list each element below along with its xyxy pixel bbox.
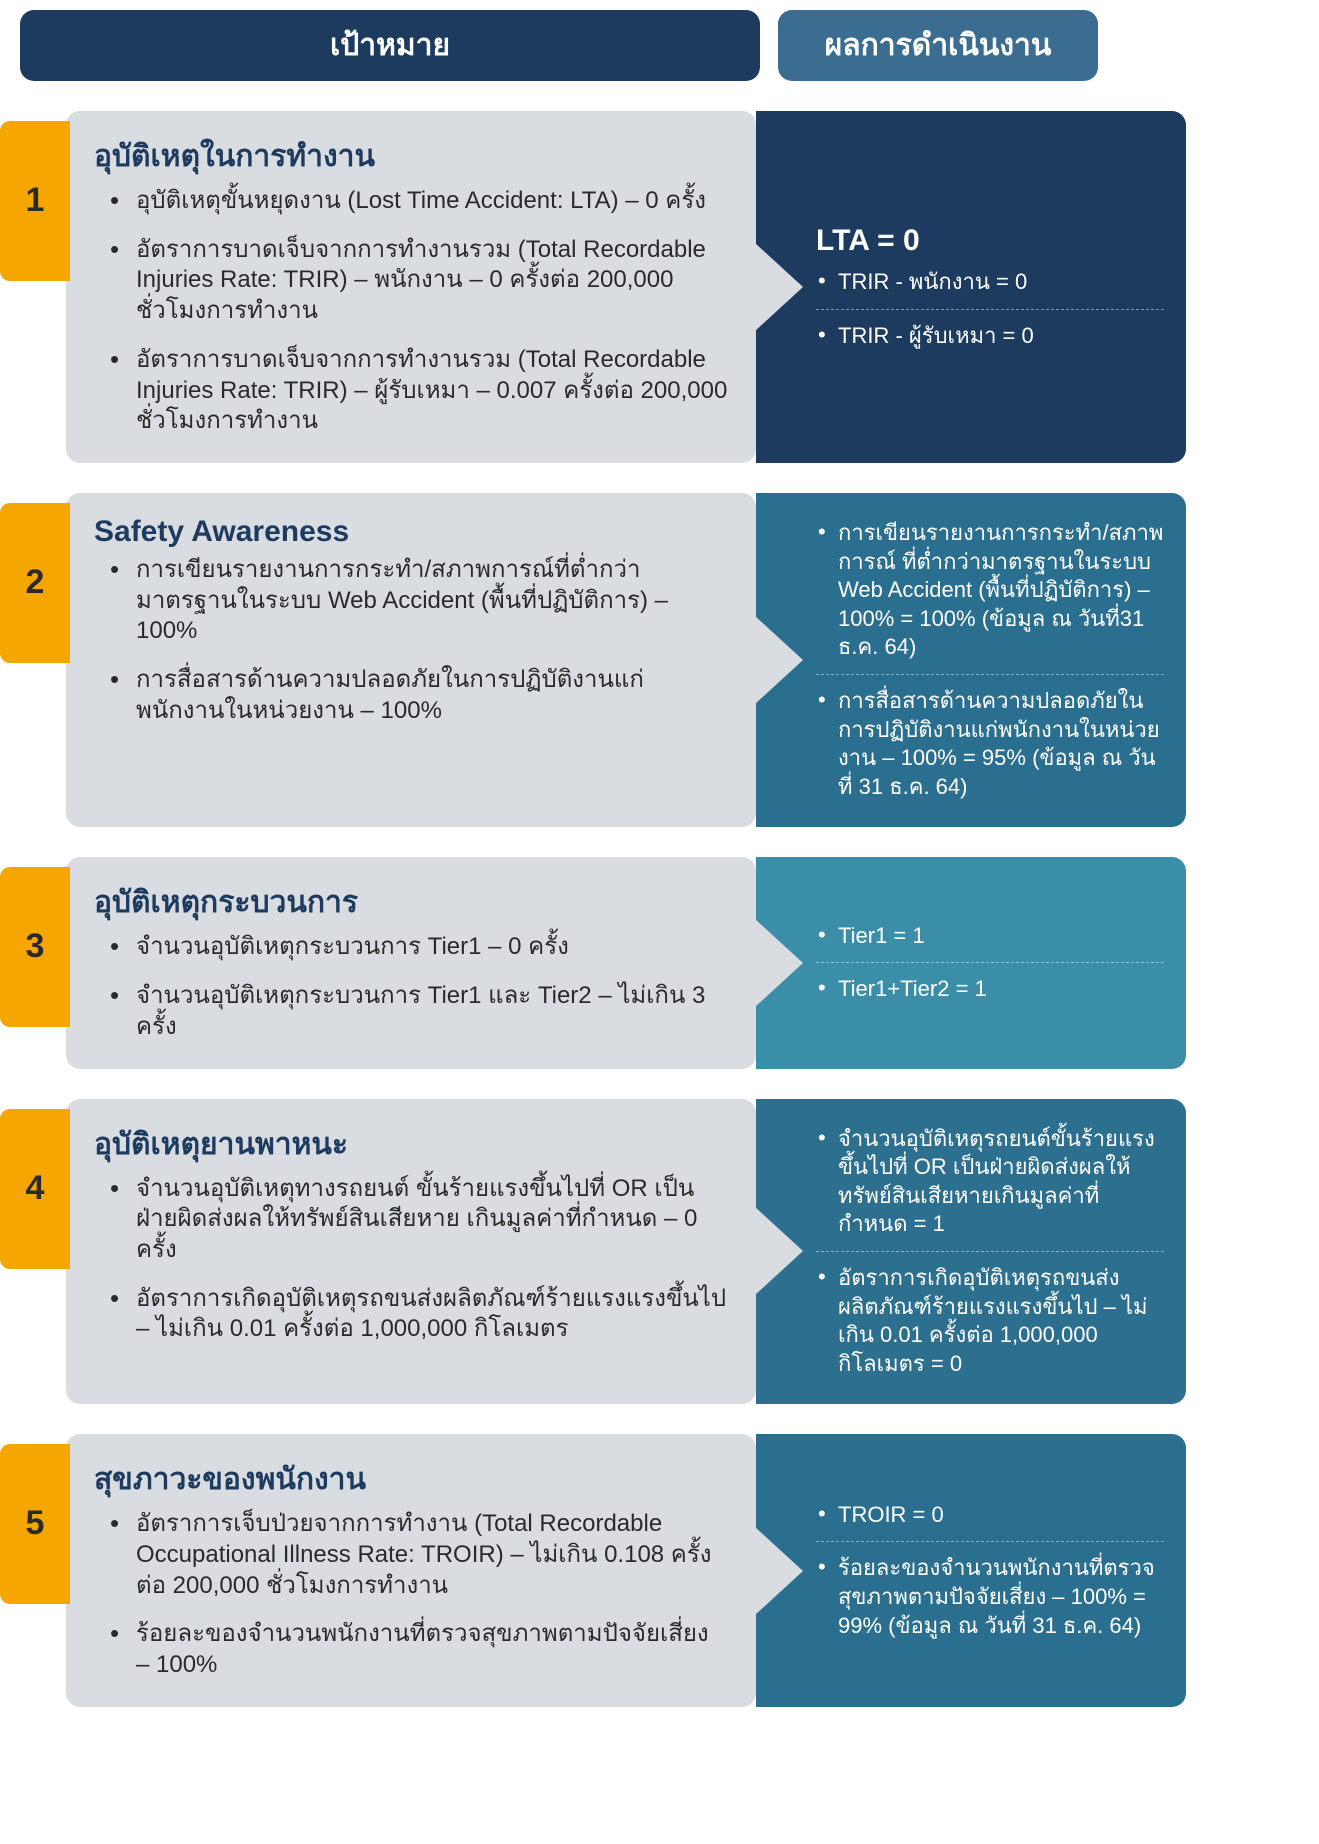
target-title-3: อุบัติเหตุกระบวนการ — [94, 879, 728, 926]
target-item: จำนวนอุบัติเหตุกระบวนการ Tier1 – 0 ครั้ง — [94, 932, 728, 963]
target-title-5: สุขภาวะของพนักงาน — [94, 1456, 728, 1503]
target-item: อัตราการบาดเจ็บจากการทำงานรวม (Total Rec… — [94, 345, 728, 437]
row-badge-2: 2 — [0, 503, 70, 663]
target-panel-1: อุบัติเหตุในการทำงาน อุบัติเหตุขั้นหยุดง… — [66, 111, 756, 463]
target-item: อัตราการเจ็บป่วยจากการทำงาน (Total Recor… — [94, 1509, 728, 1601]
target-title-1: อุบัติเหตุในการทำงาน — [94, 133, 728, 180]
arrow-notch-icon — [755, 243, 803, 331]
target-panel-3: อุบัติเหตุกระบวนการ จำนวนอุบัติเหตุกระบว… — [66, 857, 756, 1068]
result-item: TRIR - พนักงาน = 0 — [816, 268, 1164, 310]
result-item: ร้อยละของจำนวนพนักงานที่ตรวจสุขภาพตามปัจ… — [816, 1554, 1164, 1640]
result-panel-1: LTA = 0 TRIR - พนักงาน = 0 TRIR - ผู้รับ… — [756, 111, 1186, 463]
result-panel-5: TROIR = 0 ร้อยละของจำนวนพนักงานที่ตรวจสุ… — [756, 1434, 1186, 1707]
target-title-2: Safety Awareness — [94, 515, 728, 549]
row-2: 2 Safety Awareness การเขียนรายงานการกระท… — [0, 493, 1299, 827]
target-panel-4: อุบัติเหตุยานพาหนะ จำนวนอุบัติเหตุทางรถย… — [66, 1099, 756, 1405]
row-1: 1 อุบัติเหตุในการทำงาน อุบัติเหตุขั้นหยุ… — [0, 111, 1299, 463]
arrow-notch-icon — [755, 1207, 803, 1295]
result-item: Tier1 = 1 — [816, 922, 1164, 964]
target-title-4: อุบัติเหตุยานพาหนะ — [94, 1121, 728, 1168]
result-list-5: TROIR = 0 ร้อยละของจำนวนพนักงานที่ตรวจสุ… — [816, 1501, 1164, 1640]
row-5: 5 สุขภาวะของพนักงาน อัตราการเจ็บป่วยจากก… — [0, 1434, 1299, 1707]
arrow-notch-icon — [755, 1527, 803, 1615]
header-target: เป้าหมาย — [20, 10, 760, 81]
target-list-4: จำนวนอุบัติเหตุทางรถยนต์ ขั้นร้ายแรงขึ้น… — [94, 1174, 728, 1346]
target-item: จำนวนอุบัติเหตุกระบวนการ Tier1 และ Tier2… — [94, 981, 728, 1042]
result-item: TROIR = 0 — [816, 1501, 1164, 1543]
target-item: อุบัติเหตุขั้นหยุดงาน (Lost Time Acciden… — [94, 186, 728, 217]
header-row: เป้าหมาย ผลการดำเนินงาน — [20, 10, 1299, 81]
result-list-4: จำนวนอุบัติเหตุรถยนต์ขั้นร้ายแรงขึ้นไปที… — [816, 1125, 1164, 1379]
result-item: อัตราการเกิดอุบัติเหตุรถขนส่งผลิตภัณฑ์ร้… — [816, 1264, 1164, 1378]
result-panel-3: Tier1 = 1 Tier1+Tier2 = 1 — [756, 857, 1186, 1068]
target-item: อัตราการเกิดอุบัติเหตุรถขนส่งผลิตภัณฑ์ร้… — [94, 1284, 728, 1345]
row-3: 3 อุบัติเหตุกระบวนการ จำนวนอุบัติเหตุกระ… — [0, 857, 1299, 1068]
target-list-2: การเขียนรายงานการกระทำ/สภาพการณ์ที่ต่ำกว… — [94, 555, 728, 727]
target-panel-2: Safety Awareness การเขียนรายงานการกระทำ/… — [66, 493, 756, 827]
result-list-2: การเขียนรายงานการกระทำ/สภาพการณ์ ที่ต่ำก… — [816, 519, 1164, 801]
row-badge-1: 1 — [0, 121, 70, 281]
header-result: ผลการดำเนินงาน — [778, 10, 1098, 81]
target-panel-5: สุขภาวะของพนักงาน อัตราการเจ็บป่วยจากการ… — [66, 1434, 756, 1707]
target-list-3: จำนวนอุบัติเหตุกระบวนการ Tier1 – 0 ครั้ง… — [94, 932, 728, 1042]
result-item: การสื่อสารด้านความปลอดภัยในการปฏิบัติงาน… — [816, 687, 1164, 801]
target-item: อัตราการบาดเจ็บจากการทำงานรวม (Total Rec… — [94, 235, 728, 327]
result-item: Tier1+Tier2 = 1 — [816, 975, 1164, 1004]
result-item: การเขียนรายงานการกระทำ/สภาพการณ์ ที่ต่ำก… — [816, 519, 1164, 675]
target-item: การเขียนรายงานการกระทำ/สภาพการณ์ที่ต่ำกว… — [94, 555, 728, 647]
result-item: จำนวนอุบัติเหตุรถยนต์ขั้นร้ายแรงขึ้นไปที… — [816, 1125, 1164, 1252]
row-4: 4 อุบัติเหตุยานพาหนะ จำนวนอุบัติเหตุทางร… — [0, 1099, 1299, 1405]
target-list-5: อัตราการเจ็บป่วยจากการทำงาน (Total Recor… — [94, 1509, 728, 1681]
target-item: การสื่อสารด้านความปลอดภัยในการปฏิบัติงาน… — [94, 665, 728, 726]
result-panel-2: การเขียนรายงานการกระทำ/สภาพการณ์ ที่ต่ำก… — [756, 493, 1186, 827]
result-list-3: Tier1 = 1 Tier1+Tier2 = 1 — [816, 922, 1164, 1004]
row-badge-4: 4 — [0, 1109, 70, 1269]
result-panel-4: จำนวนอุบัติเหตุรถยนต์ขั้นร้ายแรงขึ้นไปที… — [756, 1099, 1186, 1405]
target-item: จำนวนอุบัติเหตุทางรถยนต์ ขั้นร้ายแรงขึ้น… — [94, 1174, 728, 1266]
result-big-1: LTA = 0 — [816, 224, 1164, 258]
target-item: ร้อยละของจำนวนพนักงานที่ตรวจสุขภาพตามปัจ… — [94, 1619, 728, 1680]
arrow-notch-icon — [755, 919, 803, 1007]
row-badge-5: 5 — [0, 1444, 70, 1604]
arrow-notch-icon — [755, 616, 803, 704]
target-list-1: อุบัติเหตุขั้นหยุดงาน (Lost Time Acciden… — [94, 186, 728, 437]
row-badge-3: 3 — [0, 867, 70, 1027]
result-item: TRIR - ผู้รับเหมา = 0 — [816, 322, 1164, 351]
result-list-1: TRIR - พนักงาน = 0 TRIR - ผู้รับเหมา = 0 — [816, 268, 1164, 350]
